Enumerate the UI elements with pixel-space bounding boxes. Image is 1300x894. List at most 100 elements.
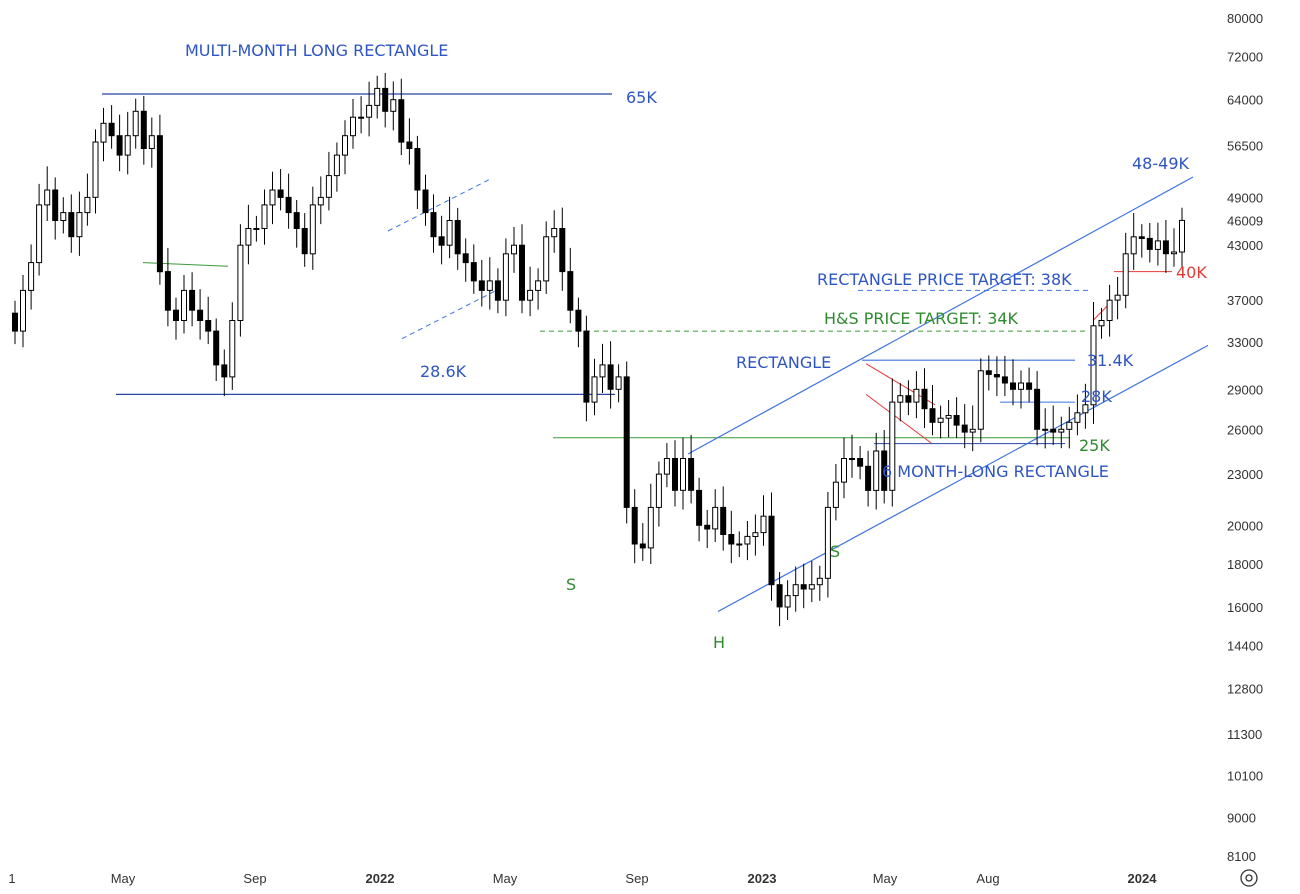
candle-up: [1042, 428, 1049, 431]
candle-up: [1058, 428, 1065, 433]
multi-month-rectangle-label: MULTI-MONTH LONG RECTANGLE: [185, 41, 448, 60]
y-tick-label: 12800: [1227, 682, 1263, 697]
candle-up: [937, 417, 944, 423]
y-tick-label: 23000: [1227, 467, 1263, 482]
candle-down: [470, 262, 477, 282]
candle-down: [929, 408, 936, 423]
y-tick-label: 33000: [1227, 335, 1263, 350]
candle-down: [768, 515, 775, 586]
candle-down: [462, 253, 469, 264]
candle-down: [422, 189, 429, 214]
y-axis: 80000 72000 64000 56500 49000 46009 43000 37000…: [1227, 11, 1263, 864]
candle-up: [229, 320, 236, 378]
candle-down: [438, 236, 445, 246]
candle-down: [961, 424, 968, 433]
candle-up: [245, 228, 252, 246]
candle-up: [181, 289, 187, 321]
green-level-line: [142, 262, 229, 267]
candle-up: [824, 506, 831, 579]
candle-down: [1138, 236, 1145, 240]
y-tick-label: 8100: [1227, 849, 1256, 864]
candle-down: [1162, 240, 1169, 255]
y-tick-label: 49000: [1227, 190, 1263, 205]
candle-down: [865, 465, 872, 491]
rectangle-target-label: RECTANGLE PRICE TARGET: 38K: [817, 270, 1072, 289]
candle-up: [680, 458, 686, 491]
candle-down: [414, 148, 421, 191]
candle-up: [808, 584, 815, 590]
candle-down: [116, 135, 123, 156]
candle-down: [454, 220, 461, 255]
level-25k-label: 25K: [1079, 436, 1110, 455]
x-tick-label: 2022: [366, 871, 395, 886]
candle-down: [398, 99, 405, 143]
candle-up: [486, 280, 493, 291]
candle-up: [1179, 219, 1185, 253]
y-tick-label: 26000: [1227, 422, 1263, 437]
y-tick-label: 16000: [1227, 600, 1263, 615]
candle-down: [559, 228, 566, 273]
candle-up: [969, 428, 976, 433]
annotation-labels: MULTI-MONTH LONG RECTANGLE 65K 28.6K REC…: [185, 41, 1207, 652]
y-tick-label: 18000: [1227, 557, 1263, 572]
flag-lower-line: [401, 288, 501, 340]
annotation-lines: [102, 93, 1209, 613]
candle-up: [1130, 236, 1137, 255]
candle-up: [1106, 299, 1113, 322]
candle-down: [382, 87, 389, 112]
candle-up: [527, 289, 534, 301]
candle-down: [164, 271, 171, 311]
candle-down: [993, 374, 1000, 378]
candle-down: [800, 584, 807, 590]
candle-up: [599, 364, 606, 378]
candle-down: [285, 196, 292, 214]
candle-up: [76, 212, 83, 238]
candle-down: [478, 280, 485, 291]
candle-up: [1018, 382, 1024, 390]
candle-up: [261, 204, 268, 229]
level-65k-label: 65K: [626, 88, 657, 107]
candle-down: [672, 458, 678, 491]
candle-down: [583, 330, 590, 403]
candle-down: [631, 506, 638, 545]
x-tick-label: Sep: [243, 871, 266, 886]
y-tick-label: 80000: [1227, 11, 1263, 26]
candle-up: [889, 401, 896, 491]
candle-up: [253, 228, 260, 230]
candle-up: [543, 236, 550, 282]
level-28k-label: 28K: [1081, 387, 1112, 406]
candle-down: [857, 458, 864, 467]
candle-down: [430, 212, 437, 238]
candle-up: [28, 262, 35, 291]
candle-up: [237, 244, 244, 321]
candle-up: [551, 228, 558, 238]
right-shoulder-label: S: [830, 542, 840, 561]
candle-down: [494, 280, 501, 301]
candle-up: [36, 204, 43, 264]
candle-up: [977, 370, 984, 430]
candle-up: [350, 116, 356, 137]
x-tick-label: 2023: [748, 871, 777, 886]
head-label: H: [713, 633, 725, 652]
x-axis: 1 May Sep 2022 May Sep 2023 May Aug 2024: [8, 871, 1157, 886]
channel-upper-line: [687, 176, 1194, 455]
x-tick-label: Aug: [976, 871, 999, 886]
candle-down: [277, 189, 284, 198]
candle-up: [309, 204, 316, 255]
candle-up: [92, 141, 99, 198]
settings-icon[interactable]: [1240, 869, 1258, 887]
rectangle-label: RECTANGLE: [736, 353, 831, 372]
candle-down: [921, 388, 928, 410]
level-40k-label: 40K: [1176, 263, 1207, 282]
candle-up: [647, 506, 654, 549]
candle-down: [189, 289, 196, 311]
x-tick-label: May: [111, 871, 136, 886]
candle-down: [575, 309, 582, 332]
candle-down: [406, 141, 413, 149]
candle-down: [1010, 382, 1016, 390]
candle-down: [213, 330, 220, 366]
candle-up: [841, 458, 847, 483]
candle-up: [317, 196, 324, 206]
candle-up: [511, 244, 517, 255]
